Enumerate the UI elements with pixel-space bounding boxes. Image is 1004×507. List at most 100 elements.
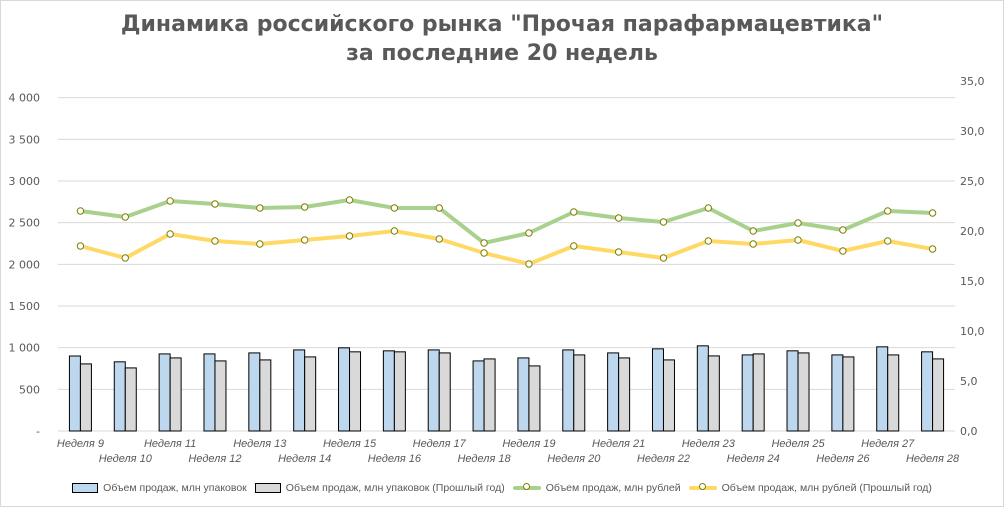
bar-units-prev (304, 356, 317, 432)
left-axis-tick-label: 1 000 (9, 342, 41, 355)
x-axis-tick-label: Неделя 26 (816, 453, 870, 465)
bar-units-prev (842, 356, 855, 432)
bar-units-prev (932, 358, 945, 432)
line-marker (839, 226, 847, 234)
bar-units-prev (662, 359, 675, 432)
line-marker (794, 236, 802, 244)
bar-units-prev (124, 367, 137, 432)
line-marker (390, 227, 399, 235)
left-axis-tick-label: 500 (19, 383, 40, 396)
line-marker (525, 260, 533, 268)
left-axis-tick-label: - (36, 425, 40, 438)
x-axis-tick-label: Неделя 28 (906, 453, 960, 465)
x-axis-tick-label: Неделя 19 (502, 438, 555, 450)
line-marker (614, 248, 623, 256)
chart-title-line1: Динамика российского рынка "Прочая параф… (120, 12, 884, 37)
line-marker (928, 245, 937, 253)
x-axis-tick-label: Неделя 27 (861, 438, 915, 450)
line-marker (300, 236, 309, 244)
line-marker (659, 218, 668, 226)
legend-label: Объем продаж, млн упаковок (103, 482, 247, 494)
x-axis-tick-label: Неделя 17 (413, 438, 467, 450)
x-axis-tick-label: Неделя 22 (637, 453, 690, 465)
line-marker (839, 247, 847, 255)
bar-units-prev (393, 351, 406, 432)
right-axis-tick-label: 5,0 (960, 375, 978, 388)
chart-title: Динамика российского рынка "Прочая параф… (0, 10, 1004, 68)
bar-units (248, 352, 261, 432)
x-axis-tick-label: Неделя 23 (682, 438, 736, 450)
legend-item-units: Объем продаж, млн упаковок (72, 482, 247, 494)
bar-units (338, 347, 351, 432)
bar-units (651, 348, 664, 432)
bar-units (293, 349, 306, 432)
left-axis-tick-label: 1 500 (9, 300, 41, 313)
bar-units (517, 357, 530, 432)
x-axis-tick-label: Неделя 21 (592, 438, 645, 450)
bar-units-prev (528, 365, 541, 432)
right-axis-tick-label: 25,0 (960, 175, 985, 188)
line-marker (435, 204, 443, 212)
line-marker (884, 207, 892, 215)
bar-units-prev (438, 352, 451, 432)
line-marker (166, 197, 174, 205)
x-axis-tick-label: Неделя 14 (278, 453, 331, 465)
bar-units-prev (797, 352, 810, 432)
x-axis-tick-label: Неделя 16 (368, 453, 422, 465)
legend-swatch-green-line (512, 483, 541, 490)
x-axis-tick-label: Неделя 13 (233, 438, 287, 450)
x-axis-tick-label: Неделя 20 (547, 453, 601, 465)
bar-units (607, 352, 620, 432)
bar-units (696, 345, 709, 432)
left-axis-tick-label: 2 000 (9, 258, 41, 271)
line-marker (704, 237, 713, 245)
line-marker (345, 232, 354, 240)
bar-units-prev (707, 355, 720, 432)
line-marker (704, 204, 713, 212)
bar-units-prev (79, 363, 92, 432)
line-marker (390, 204, 399, 212)
legend-swatch-gray-bar (254, 483, 281, 493)
bar-units (158, 353, 171, 432)
bar-units (876, 346, 889, 432)
line-marker (749, 227, 757, 235)
line-marker (345, 196, 354, 204)
legend-label: Объем продаж, млн упаковок (Прошлый год) (285, 482, 505, 494)
left-axis-tick-label: 3 000 (9, 175, 41, 188)
line-marker (570, 242, 578, 250)
line-marker (614, 214, 623, 222)
bar-units-prev (573, 354, 586, 432)
bar-units-prev (887, 354, 900, 432)
bar-units-prev (618, 357, 631, 432)
line-marker (570, 208, 578, 216)
x-axis-tick-label: Неделя 9 (57, 438, 104, 450)
legend-item-rub: Объем продаж, млн рублей (512, 482, 681, 494)
line-marker (659, 254, 668, 262)
bar-units (562, 349, 575, 432)
line-marker (794, 219, 802, 227)
line-marker (749, 240, 757, 248)
bar-units (786, 350, 799, 432)
chart-title-line2: за последние 20 недель (346, 41, 658, 66)
right-axis-tick-label: 30,0 (960, 125, 985, 138)
right-axis-tick-label: 15,0 (960, 275, 985, 288)
line-marker (300, 203, 309, 211)
line-marker (166, 230, 174, 238)
line-marker (480, 239, 488, 247)
line-marker (256, 240, 264, 248)
legend: Объем продаж, млн упаковок Объем продаж,… (0, 482, 1004, 494)
bar-units-prev (483, 358, 496, 432)
bar-units-prev (259, 359, 272, 432)
left-axis-tick-label: 4 000 (9, 92, 41, 105)
x-axis-tick-label: Неделя 15 (323, 438, 377, 450)
bar-units (741, 354, 754, 432)
bar-units (203, 353, 216, 432)
left-axis-tick-label: 2 500 (9, 217, 41, 230)
line-marker (256, 204, 264, 212)
line-marker (480, 249, 488, 257)
bar-units (427, 349, 440, 432)
bar-units-prev (752, 353, 765, 432)
left-axis-tick-label: 3 500 (9, 133, 41, 146)
right-axis-tick-label: 10,0 (960, 325, 985, 338)
